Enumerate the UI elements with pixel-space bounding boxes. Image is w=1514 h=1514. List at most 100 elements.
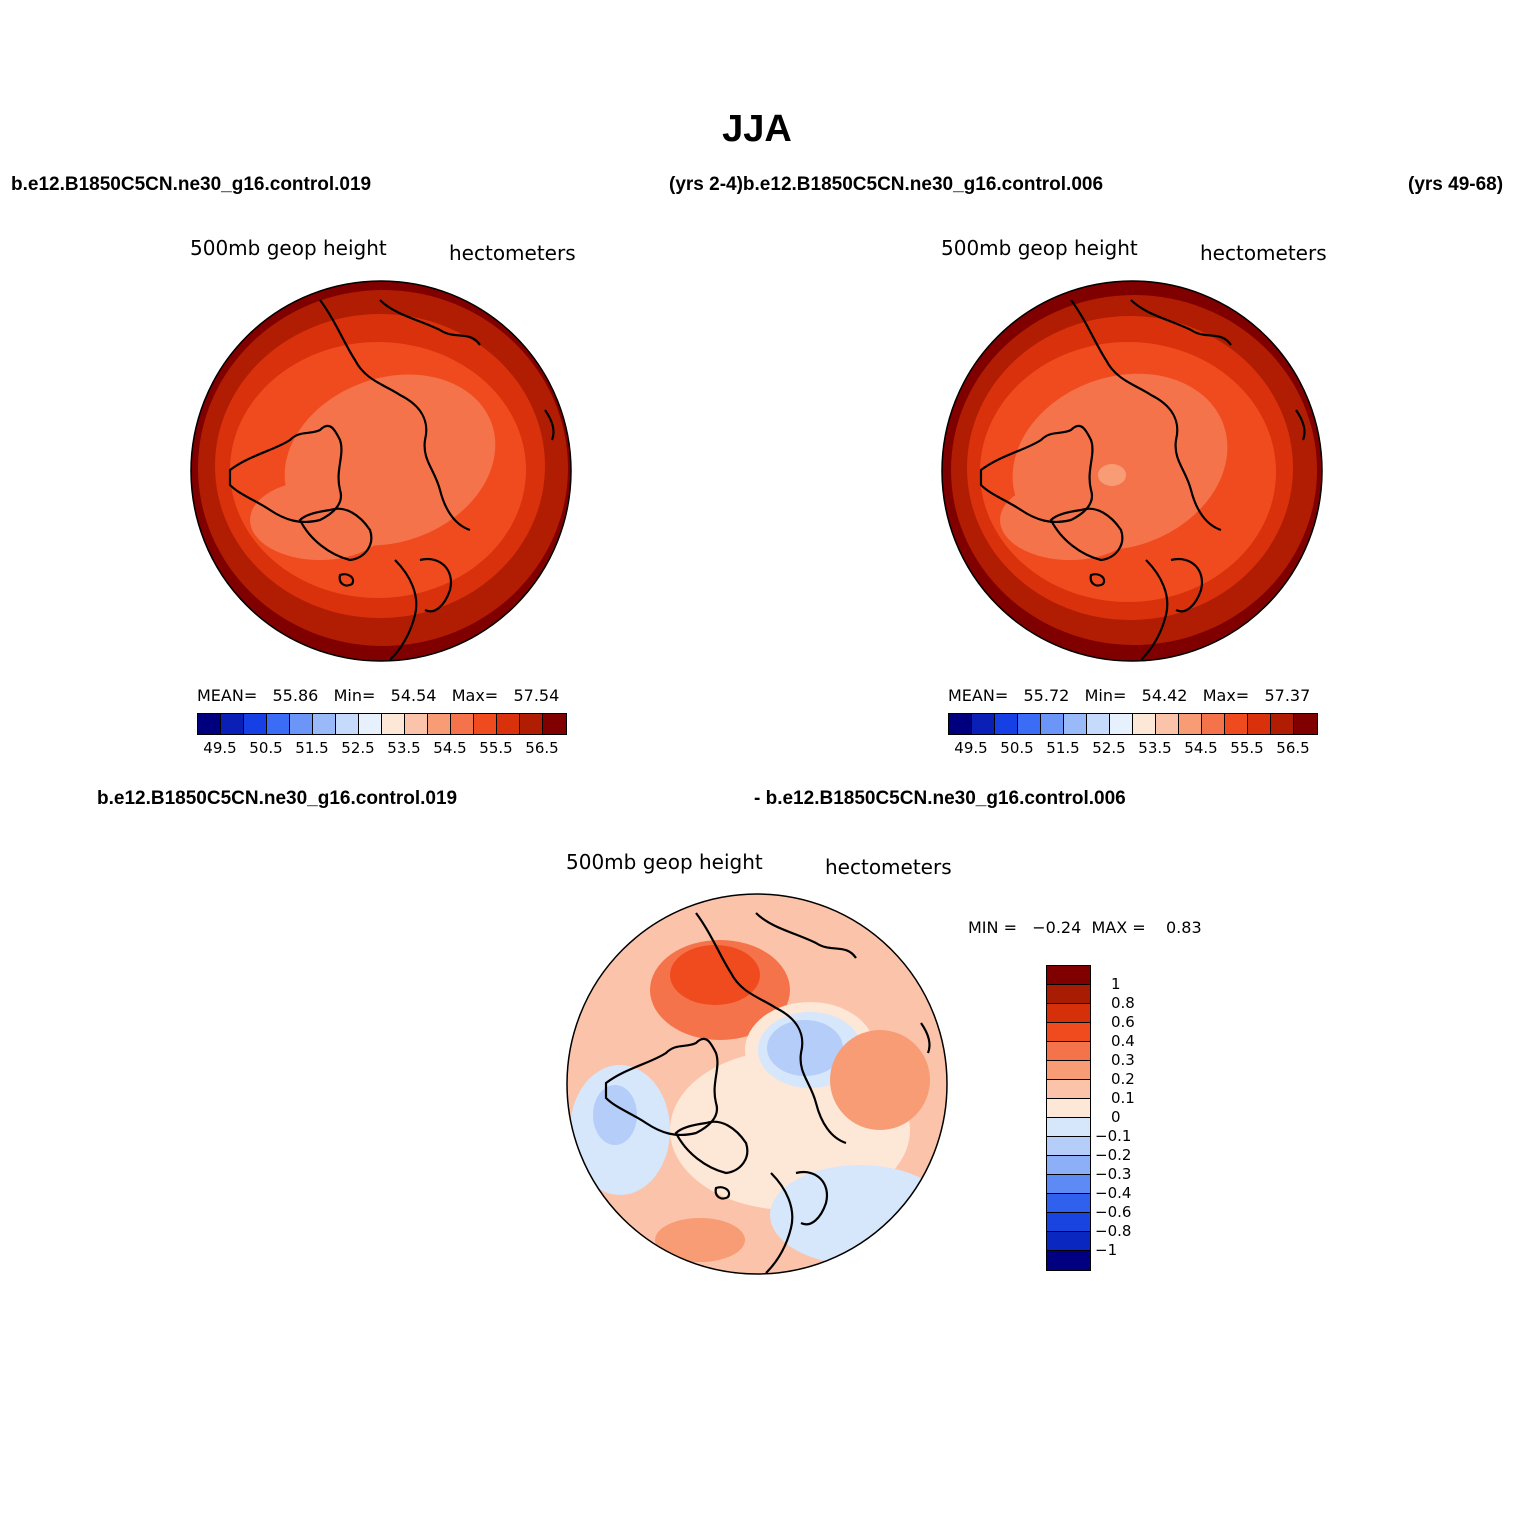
diff-colorbar-box [1047, 1004, 1090, 1023]
panel2-colorbar-box [949, 714, 972, 734]
panel1-colorbar-tick-label: 51.5 [295, 739, 329, 757]
diff-colorbar-tick-label: −0.4 [1095, 1184, 1132, 1202]
diff-colorbar-box [1047, 1137, 1090, 1156]
diff-colorbar-box [1047, 1023, 1090, 1042]
panel2-colorbar-box [1202, 714, 1225, 734]
diff-colorbar-tick-label: 0.4 [1111, 1032, 1135, 1050]
panel2-variable-label: 500mb geop height [941, 236, 1138, 260]
panel2-mean-label: MEAN= [948, 686, 1009, 705]
panel1-variable-label: 500mb geop height [190, 236, 387, 260]
diff-colorbar-tick-label: 0 [1111, 1108, 1121, 1126]
panel2-colorbar-tick-label: 55.5 [1230, 739, 1264, 757]
panel1-colorbar-box [382, 714, 405, 734]
figure-title: JJA [722, 108, 792, 150]
diff-colorbar-box [1047, 1175, 1090, 1194]
panel2-colorbar-box [1156, 714, 1179, 734]
diff-colorbar-box [1047, 985, 1090, 1004]
case-label-right: (yrs 49-68) [1408, 174, 1504, 195]
panel2-colorbar-box [1294, 714, 1317, 734]
panel2-max-value: 57.37 [1264, 686, 1311, 705]
panel2-colorbar-box [1248, 714, 1271, 734]
diff-colorbar-box [1047, 1042, 1090, 1061]
panel2-colorbar-box [1064, 714, 1087, 734]
diff-colorbar-box [1047, 1118, 1090, 1137]
diff-case-label-a: b.e12.B1850C5CN.ne30_g16.control.019 [97, 788, 458, 809]
panel1-colorbar-box [290, 714, 313, 734]
panel2-colorbar-box [1225, 714, 1248, 734]
panel1-colorbar-box [198, 714, 221, 734]
diff-min-value: −0.24 [1032, 918, 1082, 937]
panel1-min-label: Min= [333, 686, 376, 705]
panel1-colorbar-box [497, 714, 520, 734]
panel1-units-label: hectometers [449, 241, 576, 265]
diff-colorbar-tick-label: 0.1 [1111, 1089, 1135, 1107]
panel2-colorbar-tick-label: 50.5 [1000, 739, 1034, 757]
diff-variable-label: 500mb geop height [566, 850, 763, 874]
panel2-colorbar-box [1271, 714, 1294, 734]
panel1-colorbar-tick-label: 52.5 [341, 739, 375, 757]
diff-min-label: MIN = [968, 918, 1017, 937]
panel1-colorbar-box [405, 714, 428, 734]
diff-colorbar-box [1047, 966, 1090, 985]
diff-max-value: 0.83 [1166, 918, 1202, 937]
panel2-colorbar-tick-label: 53.5 [1138, 739, 1172, 757]
diff-colorbar-box [1047, 1099, 1090, 1118]
diff-colorbar-tick-label: −1 [1095, 1241, 1118, 1259]
panel1-max-value: 57.54 [513, 686, 560, 705]
panel2-colorbar-box [1133, 714, 1156, 734]
panel1-colorbar-box [359, 714, 382, 734]
panel1-mean-value: 55.86 [272, 686, 319, 705]
diff-colorbar-tick-label: 0.2 [1111, 1070, 1135, 1088]
diff-colorbar-tick-label: −0.1 [1095, 1127, 1132, 1145]
diff-stats: MIN = −0.24 MAX = 0.83 [968, 918, 1202, 937]
panel1-colorbar-box [543, 714, 566, 734]
panel2-polar-map [942, 281, 1322, 661]
diff-colorbar-box [1047, 1061, 1090, 1080]
diff-colorbar-tick-label: −0.2 [1095, 1146, 1132, 1164]
panel2-colorbar-tick-label: 54.5 [1184, 739, 1218, 757]
case-label-left: b.e12.B1850C5CN.ne30_g16.control.019 [11, 174, 372, 195]
panel2-min-label: Min= [1084, 686, 1127, 705]
panel2-stats: MEAN= 55.72 Min= 54.42 Max= 57.37 [948, 686, 1310, 705]
panel1-colorbar-tick-label: 53.5 [387, 739, 421, 757]
panel1-min-value: 54.54 [390, 686, 437, 705]
panel2-colorbar-box [995, 714, 1018, 734]
panel1-stats: MEAN= 55.86 Min= 54.54 Max= 57.54 [197, 686, 559, 705]
panel2-colorbar-box [1110, 714, 1133, 734]
panel1-colorbar-tick-label: 55.5 [479, 739, 513, 757]
panel1-colorbar-box [451, 714, 474, 734]
panel2-colorbar-tick-label: 49.5 [954, 739, 988, 757]
panel2-colorbar-box [1018, 714, 1041, 734]
diff-colorbar-box [1047, 1232, 1090, 1251]
diff-colorbar-box [1047, 1080, 1090, 1099]
panel1-colorbar-box [474, 714, 497, 734]
panel1-colorbar-box [267, 714, 290, 734]
diff-units-label: hectometers [825, 855, 952, 879]
diff-case-label-b: - b.e12.B1850C5CN.ne30_g16.control.006 [754, 788, 1126, 809]
diff-polar-map [567, 894, 947, 1274]
diff-colorbar-tick-label: 0.3 [1111, 1051, 1135, 1069]
panel1-mean-label: MEAN= [197, 686, 258, 705]
diff-colorbar-tick-label: 1 [1111, 975, 1121, 993]
panel2-colorbar-tick-label: 51.5 [1046, 739, 1080, 757]
panel2-colorbar-box [1179, 714, 1202, 734]
diff-colorbar-box [1047, 1213, 1090, 1232]
diff-colorbar-box [1047, 1251, 1090, 1270]
panel2-colorbar-box [972, 714, 995, 734]
panel1-colorbar-tick-label: 54.5 [433, 739, 467, 757]
diff-max-label: MAX = [1091, 918, 1146, 937]
panel1-colorbar-tick-label: 50.5 [249, 739, 283, 757]
diff-colorbar-tick-label: −0.6 [1095, 1203, 1132, 1221]
panel2-min-value: 54.42 [1141, 686, 1188, 705]
diff-colorbar-tick-label: −0.8 [1095, 1222, 1132, 1240]
panel2-colorbar-tick-label: 56.5 [1276, 739, 1310, 757]
panel2-colorbar-box [1041, 714, 1064, 734]
panel1-colorbar-box [313, 714, 336, 734]
panel2-colorbar-box [1087, 714, 1110, 734]
panel1-colorbar-box [244, 714, 267, 734]
panel2-max-label: Max= [1202, 686, 1250, 705]
panel1-colorbar-box [520, 714, 543, 734]
panel1-colorbar-tick-label: 49.5 [203, 739, 237, 757]
diff-colorbar-box [1047, 1156, 1090, 1175]
